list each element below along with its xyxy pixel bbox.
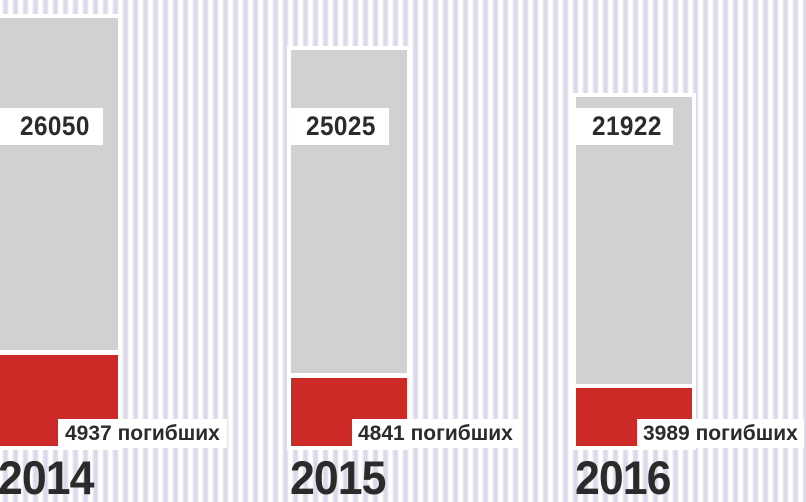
deaths-suffix-2015: погибших — [410, 422, 513, 445]
year-label-2016: 2016 — [575, 451, 671, 502]
total-value-badge-2015: 25025 — [287, 108, 389, 145]
total-value-2015: 25025 — [306, 111, 376, 141]
deaths-value-2016: 3989 — [643, 422, 690, 445]
deaths-suffix-2016: погибших — [695, 422, 798, 445]
deaths-value-2014: 4937 — [65, 422, 112, 445]
deaths-badge-2015: 4841 погибших — [352, 419, 520, 448]
year-label-2014: 2014 — [0, 451, 94, 502]
total-value-2016: 21922 — [592, 111, 662, 141]
total-bar-2014 — [0, 18, 118, 350]
deaths-badge-2014: 4937 погибших — [58, 419, 227, 448]
bar-column-2016 — [572, 93, 696, 450]
bar-column-2015 — [287, 46, 411, 450]
bar-column-2014 — [0, 14, 122, 450]
year-label-2015: 2015 — [290, 451, 386, 502]
total-value-badge-2016: 21922 — [572, 108, 673, 145]
deaths-badge-2016: 3989 погибших — [637, 419, 804, 448]
total-value-2014: 26050 — [20, 111, 90, 141]
deaths-value-2015: 4841 — [358, 422, 405, 445]
total-bar-2015 — [291, 50, 407, 373]
deaths-suffix-2014: погибших — [117, 422, 220, 445]
total-value-badge-2014: 26050 — [0, 108, 103, 145]
